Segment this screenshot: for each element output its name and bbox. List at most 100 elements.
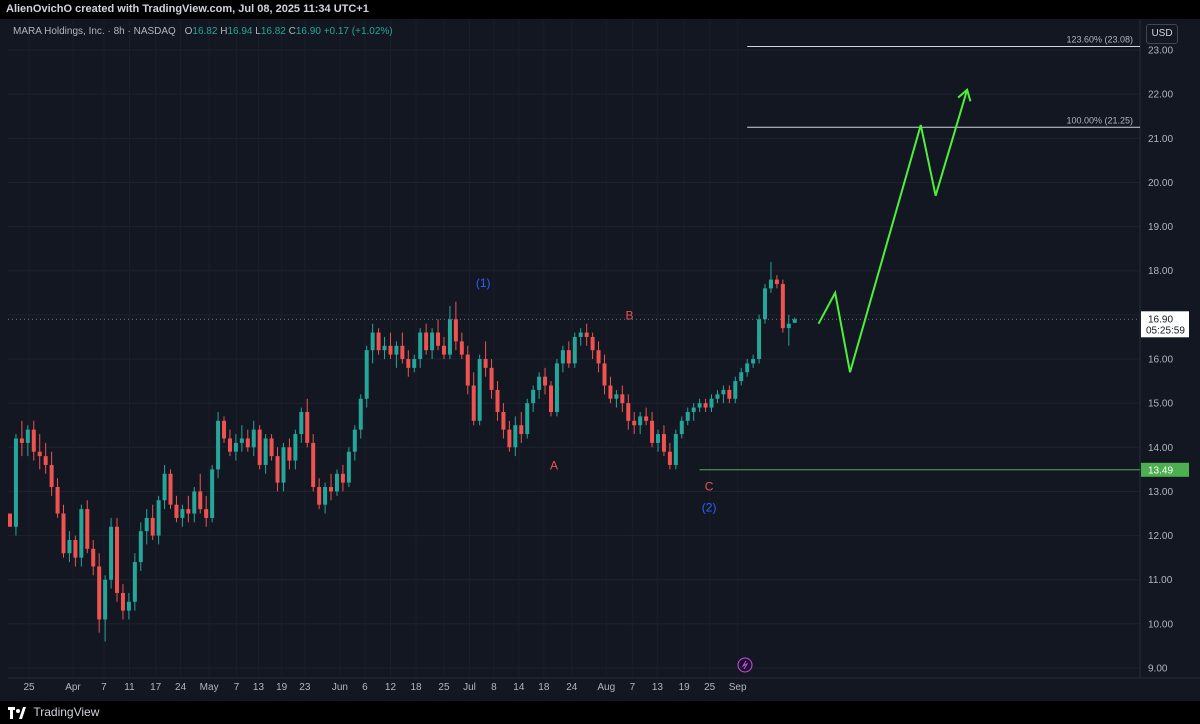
wave-projection-path [817,89,969,373]
currency-button[interactable]: USD [1146,24,1178,44]
wave-label: (2) [702,500,717,514]
candle-body [174,504,179,518]
candle-body [697,403,702,408]
candle-body [685,411,690,421]
x-tick-label: Jul [463,682,476,693]
wave-label: C [705,480,714,494]
low-label: L [255,26,261,37]
candle-body [120,592,125,611]
x-tick-label: 7 [101,682,107,693]
candle-body [329,487,334,492]
close-value: 16.90 [295,26,321,37]
candle-body [519,425,524,435]
candle-body [162,473,167,501]
candle-body [168,473,173,505]
x-tick-label: 24 [566,682,578,693]
candle-body [709,398,714,408]
attribution-bar: AlienOvichO created with TradingView.com… [0,0,1200,19]
candles [8,261,797,642]
candle-body [763,288,768,320]
candle-body [25,429,30,443]
x-tick-label: 8 [491,682,497,693]
candle-body [626,403,631,421]
x-tick-label: Jun [332,682,348,693]
candle-body [501,411,506,430]
candle-body [198,491,203,510]
y-tick-label: 9.00 [1148,664,1168,675]
candle-body [61,513,66,554]
candle-body [596,350,601,364]
fib-level-label: 100.00% (21.25) [1066,115,1133,125]
candle-body [180,509,185,518]
x-tick-label: 7 [630,682,636,693]
candle-body [453,319,458,342]
high-label: H [220,26,228,37]
candle-body [346,451,351,483]
candle-body [447,319,452,355]
candle-body [257,429,262,465]
candle-body [251,429,256,448]
x-tick-label: 25 [704,682,716,693]
fib-level-label: 123.60% (23.08) [1066,35,1133,45]
x-tick-label: 14 [513,682,525,693]
candle-body [43,456,48,465]
candle-body [780,283,785,329]
y-tick-label: 22.00 [1148,90,1173,101]
candle-body [49,464,54,488]
candle-body [430,332,435,351]
candle-body [572,336,577,364]
y-tick-label: 21.00 [1148,134,1173,145]
last-price-label: 16.90 [1148,314,1173,325]
candle-body [388,345,393,355]
candle-body [144,517,149,532]
ohlc-legend: MARA Holdings, Inc. · 8h · NASDAQ O16.82… [13,26,393,37]
candle-body [311,442,316,488]
footer-brand: TradingView [33,705,100,720]
open-value: 16.82 [192,26,218,37]
x-tick-label: 23 [299,682,311,693]
candle-body [376,332,381,351]
candle-body [418,332,423,360]
y-tick-label: 15.00 [1148,399,1173,410]
candle-body [543,376,548,386]
candle-body [739,372,744,382]
candle-body [644,416,649,421]
candle-body [608,385,613,399]
candle-body [299,411,304,435]
candle-body [614,394,619,399]
y-tick-label: 16.00 [1148,355,1173,366]
candle-body [679,420,684,435]
time-axis: 25 Apr 7 11 17 24 May 7 13 19 23 Jun 6 12 18 25 Jul 8 14 18… [23,682,747,693]
candle-body [364,350,369,399]
candle-body [477,359,482,421]
price-axis: 9.00 10.00 11.00 12.00 13.00 14.00 15.00 16.00 1… [1141,46,1189,675]
overlays: 123.60% (23.08) 100.00% (21.25) (1) A B C (2) [8,35,1140,673]
y-tick-label: 13.00 [1148,487,1173,498]
candle-body [531,389,536,404]
candle-body [382,345,387,351]
y-tick-label: 14.00 [1148,443,1173,454]
x-tick-label: Apr [65,682,81,693]
candle-body [227,438,232,452]
candle-body [786,323,791,329]
candle-body [245,438,250,448]
candle-body [554,363,559,412]
candle-body [721,389,726,395]
candle-body [109,526,114,580]
candle-body [132,562,137,602]
candle-body [287,447,292,461]
candle-body [465,354,470,386]
candle-body [305,411,310,443]
candle-body [495,389,500,412]
candle-body [400,345,405,360]
x-tick-label: 19 [276,682,288,693]
candle-body [774,279,779,284]
candle-body [471,385,476,421]
candle-body [293,434,298,461]
x-tick-label: 7 [234,682,240,693]
footer-bar: TradingView [0,701,1200,724]
candle-body [602,363,607,386]
x-tick-label: 6 [362,682,368,693]
